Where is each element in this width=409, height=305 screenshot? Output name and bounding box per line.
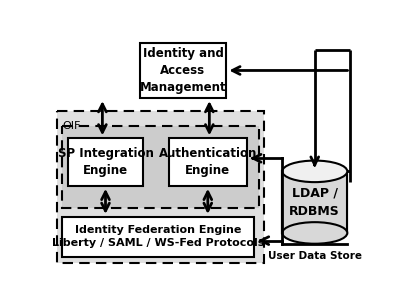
Text: Authentication
Engine: Authentication Engine (158, 147, 256, 177)
Bar (62, 126, 258, 207)
Bar (169, 138, 246, 186)
Text: OIF: OIF (62, 121, 80, 131)
Text: User Data Store: User Data Store (267, 251, 361, 261)
Bar (140, 43, 225, 98)
Text: Identity and
Access
Management: Identity and Access Management (139, 47, 226, 94)
Bar (281, 171, 346, 233)
Bar (281, 171, 346, 233)
Text: LDAP /
RDBMS: LDAP / RDBMS (289, 187, 339, 218)
Ellipse shape (281, 160, 346, 182)
Text: Identity Federation Engine
Liberty / SAML / WS-Fed Protocols: Identity Federation Engine Liberty / SAM… (52, 225, 264, 248)
Bar (68, 138, 142, 186)
Ellipse shape (281, 222, 346, 244)
Text: SP Integration
Engine: SP Integration Engine (57, 147, 153, 177)
Bar (62, 217, 254, 257)
Bar (57, 110, 263, 263)
